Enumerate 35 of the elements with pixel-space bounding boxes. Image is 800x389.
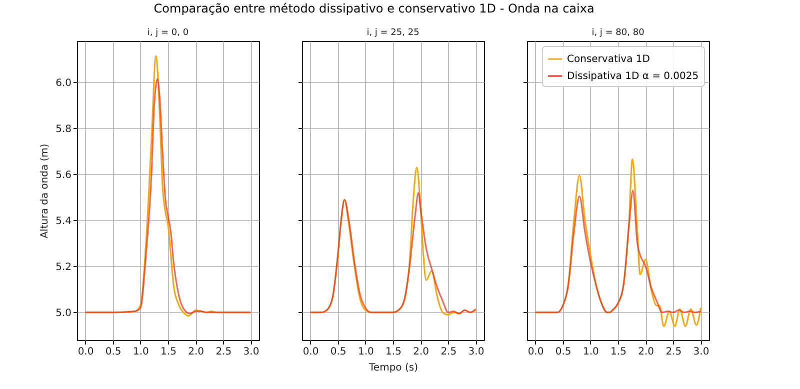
text: Comparação entre método dissipativo e conservativo 1D - Onda na caixa (154, 2, 594, 16)
x-tick-label: 2.5 (216, 346, 232, 358)
x-tick-label: 3.0 (693, 346, 710, 358)
x-tick-label: 2.5 (440, 346, 457, 358)
chart-title: i, j = 80, 80 (592, 28, 645, 38)
x-tick-label: 0.0 (528, 346, 544, 358)
x-tick-label: 1.0 (358, 346, 374, 358)
x-tick-label: 0.5 (105, 346, 122, 358)
chart-title: i, j = 25, 25 (366, 28, 420, 38)
y-tick-label: 5.2 (56, 262, 72, 273)
y-tick-label: 5.6 (56, 170, 72, 181)
x-tick-label: 1.0 (582, 346, 599, 358)
x-tick-label: 2.0 (638, 346, 654, 358)
y-tick-label: 5.4 (56, 216, 72, 227)
legend-label: Conservativa 1D (567, 54, 650, 65)
x-tick-label: 3.0 (243, 346, 260, 358)
y-tick-label: 6.0 (56, 78, 72, 89)
x-tick-label: 2.0 (188, 346, 204, 358)
x-axis-title: Tempo (s) (368, 362, 418, 374)
y-tick-label: 5.0 (56, 308, 72, 319)
x-tick-label: 2.5 (666, 346, 682, 358)
x-tick-label: 0.5 (330, 346, 346, 358)
chart-title: i, j = 0, 0 (147, 28, 189, 38)
y-tick-label: 5.8 (56, 124, 72, 135)
x-tick-label: 3.0 (468, 346, 484, 358)
x-tick-label: 1.5 (610, 346, 626, 358)
x-tick-label: 0.0 (302, 346, 319, 358)
x-tick-label: 0.5 (555, 346, 572, 358)
x-tick-label: 0.0 (78, 346, 94, 358)
x-tick-label: 1.5 (386, 346, 402, 358)
x-tick-label: 2.0 (413, 346, 430, 358)
x-tick-label: 1.0 (132, 346, 149, 358)
y-axis-title: Altura da onda (m) (40, 144, 51, 238)
legend-label: Dissipativa 1D α = 0.0025 (567, 71, 699, 82)
x-tick-label: 1.5 (160, 346, 176, 358)
